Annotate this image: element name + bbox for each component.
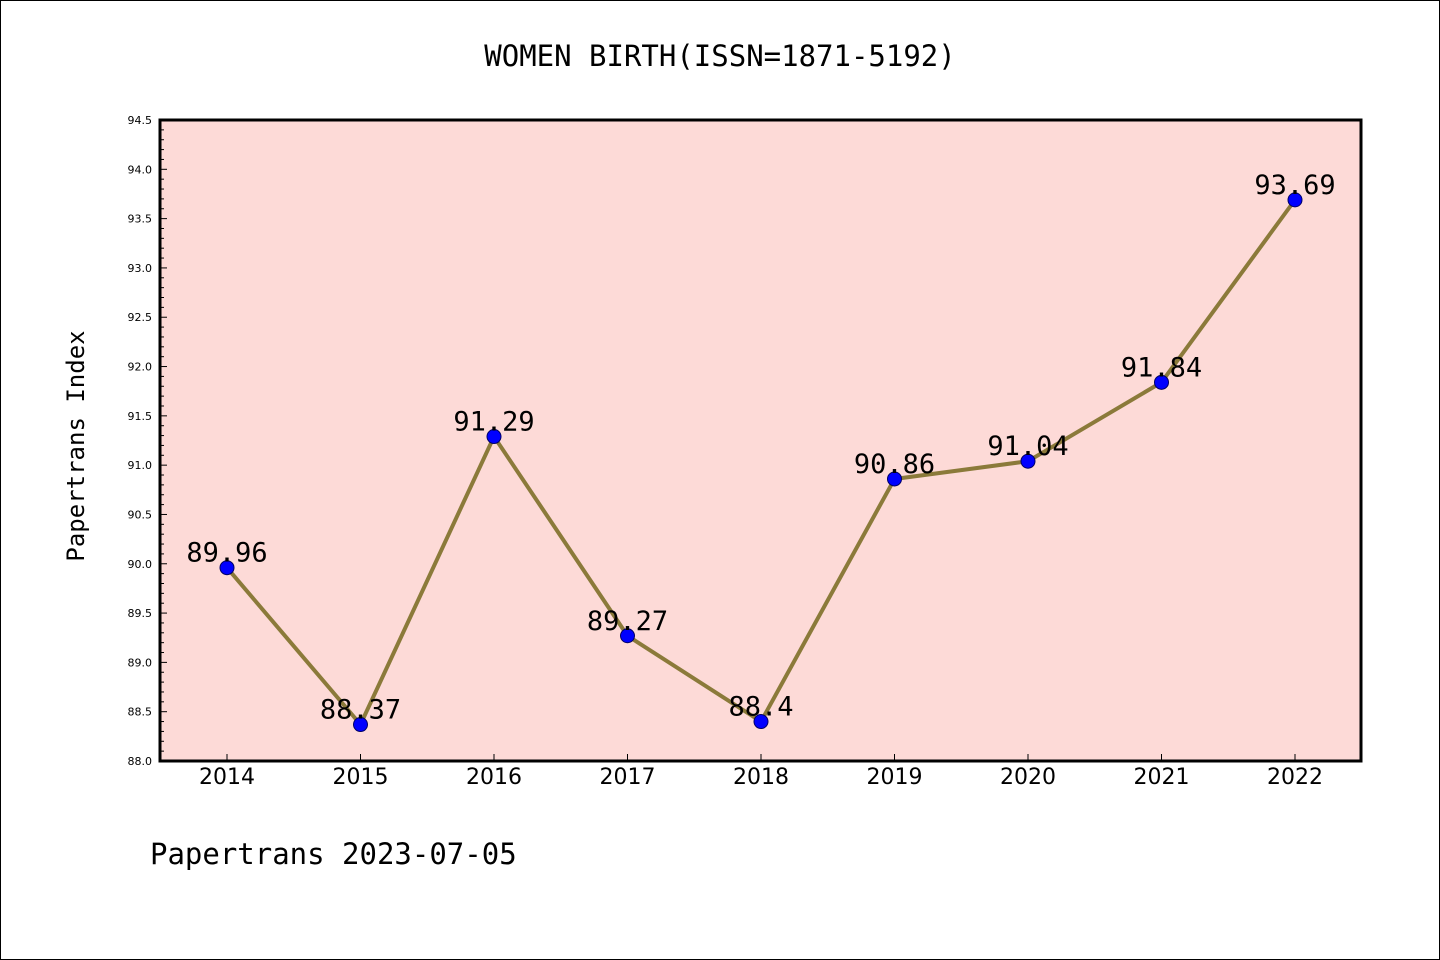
x-tick-label: 2020 bbox=[1000, 765, 1056, 790]
y-tick-label: 88.5 bbox=[128, 706, 153, 719]
plot-frame bbox=[158, 118, 1363, 763]
x-tick-label: 2014 bbox=[199, 765, 255, 790]
y-tick-label: 88.0 bbox=[128, 755, 153, 768]
y-tick-label: 94.0 bbox=[128, 163, 153, 176]
x-tick-label: 2022 bbox=[1267, 765, 1323, 790]
series: 89.96 88.37 91.29 89.27 88.4 90.86 91.04 91.84 9… bbox=[186, 170, 1336, 733]
y-tick-label: 91.0 bbox=[128, 459, 153, 472]
data-label: 89.96 bbox=[186, 538, 267, 569]
plot-area bbox=[160, 120, 1361, 761]
x-tick-label: 2021 bbox=[1134, 765, 1190, 790]
y-tick-label: 92.0 bbox=[128, 361, 153, 374]
y-tick-label: 91.5 bbox=[128, 410, 153, 423]
data-point bbox=[620, 628, 635, 644]
data-point bbox=[1154, 374, 1169, 390]
data-label: 91.04 bbox=[987, 431, 1068, 462]
y-axis-label: Papertrans Index bbox=[62, 330, 90, 561]
chart-title: WOMEN BIRTH(ISSN=1871-5192) bbox=[484, 39, 955, 73]
x-tick-label: 2015 bbox=[333, 765, 389, 790]
data-label: 93.69 bbox=[1254, 170, 1335, 201]
x-tick-label: 2017 bbox=[600, 765, 656, 790]
data-point bbox=[1287, 192, 1303, 208]
y-tick-label: 90.5 bbox=[128, 508, 153, 521]
y-tick-label: 93.5 bbox=[128, 213, 153, 226]
y-tick-label: 89.5 bbox=[128, 607, 153, 620]
x-tick-label: 2019 bbox=[867, 765, 923, 790]
data-point bbox=[1020, 453, 1036, 469]
data-point bbox=[753, 714, 769, 730]
data-label: 88.37 bbox=[320, 695, 401, 726]
data-point bbox=[219, 560, 235, 576]
y-tick-label: 92.5 bbox=[128, 311, 153, 324]
y-tick-label: 89.0 bbox=[128, 656, 153, 669]
y-tick-label: 90.0 bbox=[128, 558, 153, 571]
data-label: 89.27 bbox=[587, 606, 668, 637]
x-tick-label: 2018 bbox=[733, 765, 789, 790]
x-tick-label: 2016 bbox=[466, 765, 522, 790]
x-axis: 2014 2015 2016 2017 2018 2019 2020 2021 2022 bbox=[199, 754, 1323, 790]
y-axis: 88.0 88.5 89.0 89.5 90.0 90.5 91.0 91.5 92.0 92.5… bbox=[128, 114, 167, 768]
data-point bbox=[887, 471, 902, 487]
data-label: 91.29 bbox=[453, 407, 534, 438]
data-label: 91.84 bbox=[1121, 352, 1202, 383]
source-footer: Papertrans 2023-07-05 bbox=[150, 837, 517, 871]
data-point bbox=[486, 429, 502, 445]
y-tick-label: 93.0 bbox=[128, 262, 153, 275]
data-label: 88.4 bbox=[728, 692, 793, 723]
data-point bbox=[353, 717, 368, 733]
y-tick-label: 94.5 bbox=[128, 114, 153, 127]
data-label: 90.86 bbox=[854, 449, 935, 480]
